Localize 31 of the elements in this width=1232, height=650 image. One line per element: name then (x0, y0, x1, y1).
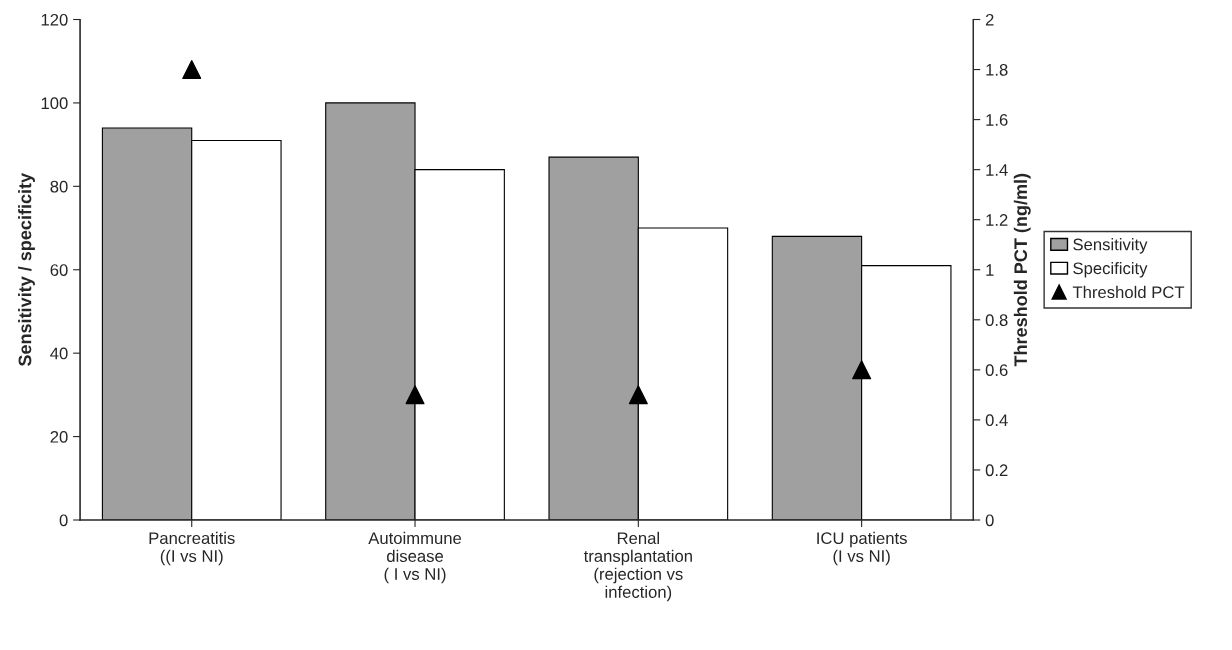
y-tick-label: 120 (41, 13, 68, 26)
y-tick-label: 0 (59, 514, 68, 527)
y2-tick-label: 0 (985, 514, 994, 527)
x-tick-label: ICU patients (I vs NI) (817, 531, 907, 566)
y2-tick-label: 0.6 (985, 364, 1008, 377)
y-tick-label: 40 (50, 347, 68, 360)
y-tick-label: 100 (41, 97, 68, 110)
legend-label: Threshold PCT (1072, 285, 1185, 299)
y2-tick-label: 1.4 (986, 164, 1008, 176)
x-tick-label: Pancreatitis ((I vs NI) (149, 531, 235, 566)
point (628, 385, 648, 405)
legend-label: Sensitivity (1073, 238, 1148, 254)
point (852, 360, 872, 380)
y2-tick-label: 0.8 (985, 314, 1008, 326)
y2-tick-label: 2 (985, 13, 994, 26)
y-tick-label: 80 (50, 180, 68, 193)
point (182, 60, 202, 80)
y-tick-label: 60 (50, 264, 68, 276)
point (405, 385, 425, 405)
y2-tick-label: 1 (986, 264, 994, 276)
y-axis-title: Sensitivity / specificity (18, 173, 35, 367)
y2-tick-label: 1.6 (986, 114, 1008, 126)
y2-tick-label: 1.8 (986, 63, 1008, 76)
x-tick-label: Renal transplantation (rejection vs infection) (583, 531, 692, 602)
y2-tick-label: 0.2 (985, 464, 1008, 477)
x-tick-label: Autoimmune disease ( I vs NI) (368, 531, 462, 584)
y2-axis-title: Threshold PCT (ng/ml) (1013, 173, 1031, 367)
y2-tick-label: 1.2 (986, 214, 1008, 226)
legend-label: Specificity (1073, 261, 1148, 278)
y-tick-label: 20 (50, 430, 68, 443)
y2-tick-label: 0.4 (985, 414, 1008, 427)
